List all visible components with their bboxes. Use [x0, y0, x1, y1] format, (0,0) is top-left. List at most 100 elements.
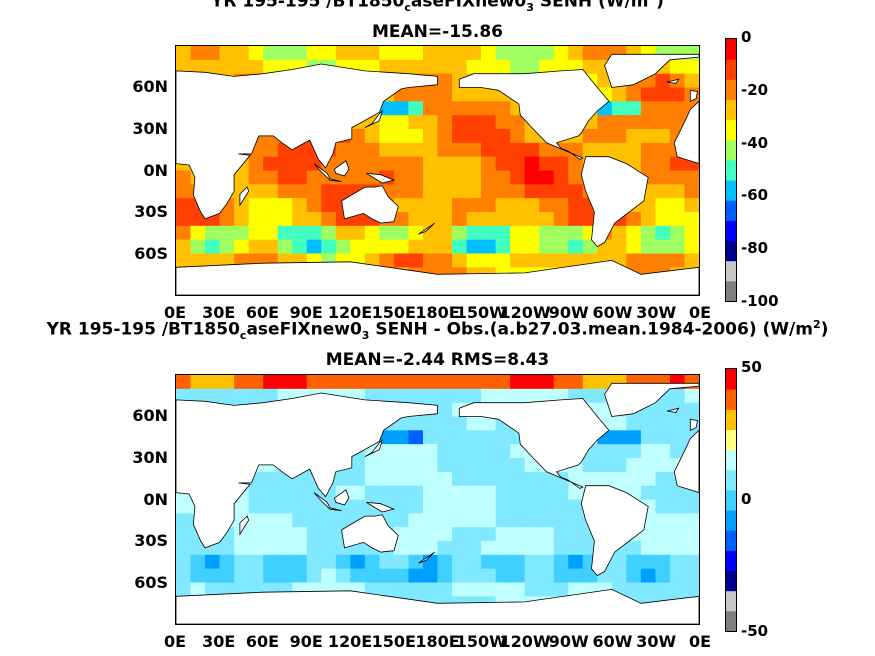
field-cell: [669, 101, 686, 116]
field-cell: [539, 554, 555, 570]
field-cell: [408, 499, 424, 514]
colorbar-segment: [726, 369, 736, 390]
field-cell: [568, 554, 584, 570]
field-cell: [582, 471, 598, 487]
field-cell: [481, 458, 497, 473]
field-cell: [640, 527, 657, 542]
field-cell: [437, 582, 453, 597]
field-cell: [190, 239, 206, 255]
field-cell: [510, 471, 526, 487]
field-cell: [452, 101, 468, 116]
field-cell: [437, 59, 453, 75]
field-cell: [393, 513, 410, 528]
field-cell: [611, 225, 627, 241]
field-cell: [655, 239, 671, 255]
field-cell: [176, 198, 192, 213]
field-cell: [539, 485, 555, 501]
field-cell: [481, 253, 497, 268]
field-cell: [234, 375, 250, 390]
field-cell: [655, 541, 671, 556]
field-cell: [466, 170, 482, 185]
field-cell: [452, 458, 468, 473]
field-cell: [277, 239, 293, 255]
field-cell: [655, 527, 671, 542]
field-cell: [626, 129, 642, 144]
field-cell: [452, 87, 468, 102]
field-cell: [321, 568, 337, 584]
field-cell: [422, 129, 439, 144]
field-cell: [466, 527, 482, 542]
field-cell: [466, 101, 482, 116]
field-cell: [408, 444, 424, 459]
field-cell: [553, 541, 569, 556]
field-cell: [263, 198, 279, 213]
field-cell: [655, 485, 671, 501]
field-cell: [466, 46, 482, 61]
field-cell: [176, 59, 192, 75]
field-cell: [466, 142, 482, 158]
field-cell: [495, 101, 511, 116]
field-cell: [422, 541, 439, 556]
field-cell: [437, 541, 453, 556]
field-cell: [597, 471, 613, 487]
field-cell: [263, 527, 279, 542]
field-cell: [248, 527, 264, 542]
field-cell: [626, 239, 642, 255]
field-cell: [684, 527, 699, 542]
field-cell: [292, 156, 308, 172]
field-cell: [669, 156, 686, 172]
field-cell: [655, 253, 671, 268]
y-tick-label: 60N: [132, 405, 168, 425]
field-cell: [408, 115, 424, 130]
field-cell: [393, 142, 410, 158]
field-cell: [292, 527, 308, 542]
field-cell: [306, 375, 322, 390]
field-cell: [553, 253, 569, 268]
field-cell: [292, 239, 308, 255]
field-cell: [582, 142, 598, 158]
field-cell: [190, 375, 206, 390]
field-cell: [684, 170, 699, 185]
field-cell: [379, 458, 395, 473]
field-cell: [626, 115, 642, 130]
field-cell: [510, 388, 526, 404]
field-cell: [306, 541, 322, 556]
field-cell: [611, 239, 627, 255]
field-cell: [350, 471, 366, 487]
field-cell: [481, 239, 497, 255]
field-cell: [422, 388, 439, 404]
field-cell: [452, 170, 468, 185]
field-cell: [495, 388, 511, 404]
field-cell: [466, 87, 482, 102]
field-cell: [437, 568, 453, 584]
field-cell: [408, 170, 424, 185]
panel2-colorbar: [725, 368, 737, 632]
field-cell: [437, 73, 453, 89]
field-cell: [422, 416, 439, 431]
field-cell: [422, 458, 439, 473]
field-cell: [422, 115, 439, 130]
field-cell: [437, 253, 453, 268]
field-cell: [539, 582, 555, 597]
panel2-map: [175, 374, 700, 625]
panel1-land: [176, 53, 699, 295]
field-cell: [495, 156, 511, 172]
field-cell: [364, 156, 380, 172]
colorbar-segment: [726, 389, 736, 410]
field-cell: [408, 541, 424, 556]
colorbar-tick-label: 0: [741, 28, 752, 46]
field-cell: [684, 582, 699, 597]
colorbar-segment: [726, 510, 736, 531]
x-tick-label: 90W: [548, 303, 589, 322]
field-cell: [292, 184, 308, 199]
field-cell: [234, 170, 250, 185]
colorbar-segment: [726, 200, 736, 221]
field-cell: [364, 388, 380, 404]
field-cell: [364, 46, 380, 61]
field-cell: [524, 513, 540, 528]
field-cell: [379, 582, 395, 597]
field-cell: [321, 375, 337, 390]
field-cell: [234, 198, 250, 213]
field-cell: [437, 170, 453, 185]
x-tick-label: 120E: [327, 632, 373, 651]
